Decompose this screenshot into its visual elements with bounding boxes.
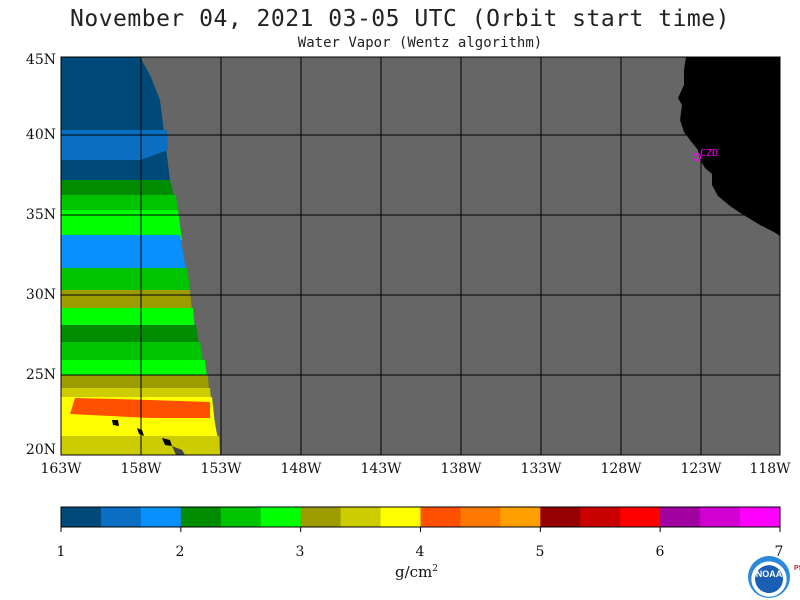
colorbar-swatch (420, 507, 461, 527)
colorbar-swatch (61, 507, 102, 527)
map-title: November 04, 2021 03-05 UTC (Orbit start… (70, 6, 730, 32)
map-subtitle: Water Vapor (Wentz algorithm) (297, 35, 543, 51)
noaa-logo-text: NOAA (755, 569, 783, 579)
colorbar-swatch (140, 507, 182, 527)
colorbar-swatch (260, 507, 302, 527)
band-bright-green2 (61, 308, 195, 330)
units-base: g/cm (395, 563, 433, 581)
colorbar-swatch (660, 507, 701, 527)
band-blue (61, 235, 186, 272)
colorbar-tick-7: 7 (774, 544, 784, 560)
lon-label-123w: 123W (680, 461, 722, 477)
colorbar-tick-6: 6 (655, 544, 665, 560)
colorbar-units: g/cm2 (395, 563, 438, 581)
colorbar-tick-2: 2 (175, 544, 185, 560)
station-marker (692, 152, 702, 162)
lon-label-133w: 133W (520, 461, 562, 477)
colorbar-swatch (500, 507, 541, 527)
colorbar-swatch (220, 507, 262, 527)
colorbar-swatch (460, 507, 501, 527)
lon-label-128w: 128W (600, 461, 642, 477)
lat-label-30n: 30N (25, 287, 56, 303)
colorbar-swatch (180, 507, 222, 527)
lat-label-35n: 35N (25, 207, 56, 223)
band-orange (70, 398, 210, 418)
colorbar-swatch (380, 507, 421, 527)
lon-label-163w: 163W (40, 461, 82, 477)
lon-label-138w: 138W (440, 461, 482, 477)
station-label: CZD (700, 148, 718, 159)
band-bright-green1 (61, 210, 182, 240)
map-frame (60, 56, 781, 456)
colorbar-swatch (300, 507, 342, 527)
colorbar-swatch (580, 507, 621, 527)
lat-label-25n: 25N (25, 367, 56, 383)
colorbar-tick-1: 1 (56, 544, 66, 560)
colorbar (60, 506, 781, 532)
lon-label-148w: 148W (280, 461, 322, 477)
units-exponent: 2 (432, 564, 439, 574)
lat-label-20n: 20N (25, 442, 56, 458)
colorbar-tick-3: 3 (295, 544, 305, 560)
lon-label-153w: 153W (200, 461, 242, 477)
lat-label-40n: 40N (25, 127, 56, 143)
land-north-america (678, 57, 780, 236)
colorbar-swatch (740, 507, 781, 527)
island-kauai (112, 420, 119, 426)
noaa-logo: NOAA (748, 556, 790, 598)
island-big (172, 446, 185, 455)
lat-label-45n: 45N (25, 52, 56, 68)
colorbar-swatch (100, 507, 142, 527)
colorbar-tick-5: 5 (535, 544, 545, 560)
band-green2 (61, 268, 190, 290)
island-maui (162, 438, 172, 446)
band-green-dark2 (61, 325, 199, 345)
colorbar-swatch (620, 507, 661, 527)
psl-mark: PSL (794, 565, 800, 572)
colorbar-swatch (340, 507, 382, 527)
band-olive2 (61, 375, 209, 392)
lon-label-158w: 158W (120, 461, 162, 477)
colorbar-tick-4: 4 (415, 544, 425, 560)
graticule (61, 57, 780, 455)
band-bright-green3 (61, 360, 207, 378)
colorbar-swatch (540, 507, 581, 527)
lon-label-143w: 143W (360, 461, 402, 477)
lon-label-118w: 118W (749, 461, 791, 477)
colorbar-swatch (700, 507, 741, 527)
